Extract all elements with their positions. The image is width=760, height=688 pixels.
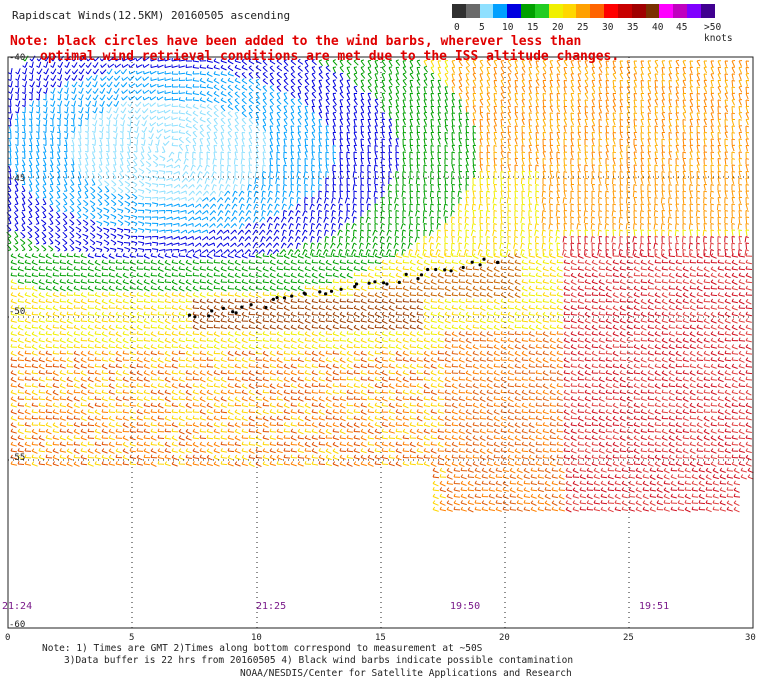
wind-speed-legend: 0 5 10 15 20 25 30 35 40 45 >50 knots <box>452 4 733 44</box>
x-tick-label: 0 <box>5 633 10 643</box>
legend-swatch <box>452 4 466 18</box>
contamination-note-line1: Note: black circles have been added to t… <box>10 34 582 49</box>
y-tick-label: -60 <box>9 620 25 630</box>
y-tick-label: -50 <box>9 307 25 317</box>
footer-credit: NOAA/NESDIS/Center for Satellite Applica… <box>240 668 572 679</box>
legend-label: 0 <box>454 22 460 33</box>
legend-swatch <box>493 4 508 18</box>
x-tick-label: 20 <box>499 633 510 643</box>
legend-swatch <box>673 4 688 18</box>
footer-note-line2: 3)Data buffer is 22 hrs from 20160505 4)… <box>64 655 574 666</box>
legend-swatch <box>521 4 535 18</box>
time-label: 21:25 <box>256 601 286 612</box>
y-tick-label: -55 <box>9 453 25 463</box>
legend-swatch <box>687 4 701 18</box>
legend-swatch <box>631 4 646 18</box>
legend-label: 35 <box>627 22 639 33</box>
time-label: 19:50 <box>450 601 480 612</box>
legend-swatch <box>617 4 632 18</box>
legend-label: 40 <box>652 22 664 33</box>
legend-swatch <box>645 4 660 18</box>
legend-swatch <box>659 4 674 18</box>
time-label: 21:24 <box>2 601 32 612</box>
x-tick-label: 15 <box>375 633 386 643</box>
legend-label: 25 <box>577 22 589 33</box>
legend-label: 5 <box>479 22 485 33</box>
time-label: 19:51 <box>639 601 669 612</box>
legend-swatch <box>465 4 480 18</box>
x-tick-label: 5 <box>129 633 134 643</box>
map-title: Rapidscat Winds(12.5KM) 20160505 ascendi… <box>12 9 291 22</box>
legend-swatch <box>700 4 715 18</box>
wind-barbs-layer <box>6 55 754 513</box>
footer-note-line1: Note: 1) Times are GMT 2)Times along bot… <box>42 643 483 654</box>
legend-swatch <box>562 4 577 18</box>
y-tick-label: -45 <box>9 174 25 184</box>
legend-label: 10 <box>502 22 514 33</box>
lat-lon-grid <box>8 57 753 628</box>
legend-label: 20 <box>552 22 564 33</box>
legend-swatch <box>548 4 563 18</box>
legend-swatch <box>534 4 549 18</box>
x-tick-label: 25 <box>623 633 634 643</box>
x-tick-label: 30 <box>745 633 756 643</box>
legend-swatch <box>576 4 591 18</box>
legend-label: 15 <box>527 22 539 33</box>
y-tick-label: -40 <box>9 53 25 63</box>
contamination-note-line2: optimal wind retrieval conditions are me… <box>40 49 620 64</box>
legend-label: 45 <box>676 22 688 33</box>
legend-swatch <box>590 4 605 18</box>
legend-label: 30 <box>602 22 614 33</box>
legend-label: >50 knots <box>704 22 733 44</box>
legend-swatch <box>507 4 522 18</box>
legend-swatch <box>604 4 618 18</box>
x-tick-label: 10 <box>251 633 262 643</box>
legend-swatch <box>479 4 494 18</box>
legend-color-bar <box>452 4 715 18</box>
